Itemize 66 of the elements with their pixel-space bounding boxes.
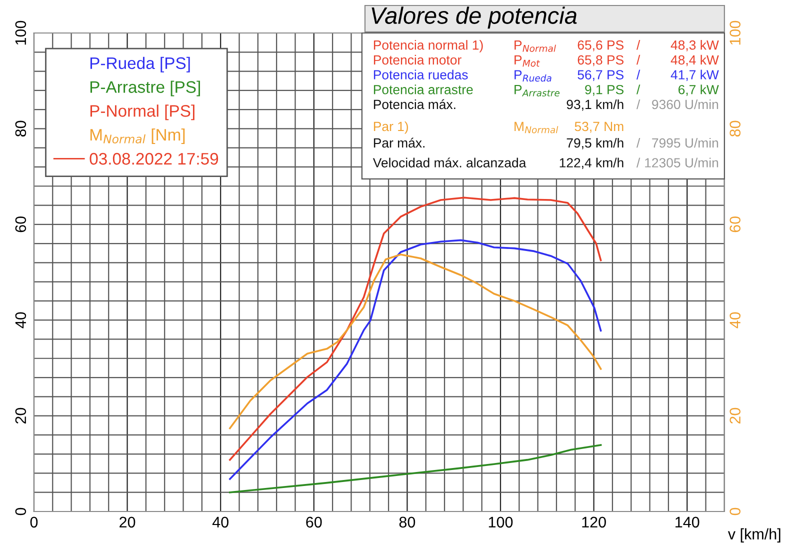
y2-tick-label: 80 — [730, 120, 741, 137]
annotation: Potencia arrastre — [374, 84, 473, 94]
y-tick-label: 40 — [15, 312, 26, 328]
annotation: 53,7 Nm — [574, 122, 624, 133]
annotation: 65,8 PS — [578, 55, 624, 66]
annotation: P$_{Mot}$ — [514, 55, 540, 67]
annotation: 65,6 PS — [578, 40, 624, 52]
y-tick-label: 20 — [15, 408, 26, 424]
annotation: 79,5 km/h — [566, 138, 624, 150]
x-tick-label: 20 — [120, 516, 136, 528]
annotation: 93,1 km/h — [566, 99, 624, 111]
text: P-Rueda [PS] — [90, 56, 190, 72]
text: M$_{Normal}$ [Nm] — [90, 128, 185, 144]
annotation: Velocidad máx. alcanzada — [372, 158, 526, 168]
y2-tick-label: 20 — [730, 408, 741, 424]
annotation: / — [636, 40, 640, 50]
annotation: / — [636, 99, 640, 110]
annotation: Par 1) — [374, 121, 408, 134]
chart-title: Valores de potencia — [372, 6, 577, 29]
line-series — [229, 444, 602, 494]
legend-title: 03.08.2022 17:59 — [90, 152, 218, 165]
annotation: Potencia ruedas — [374, 70, 468, 80]
y-tick-label: 60 — [15, 216, 26, 232]
x-tick-label: 140 — [676, 516, 700, 528]
annotation: 56,7 PS — [578, 70, 624, 81]
annotation: 12305 U/min — [645, 158, 718, 168]
line-series — [229, 254, 602, 430]
annotation: / — [636, 138, 640, 148]
text: P-Arrastre [PS] — [90, 80, 200, 96]
text: P-Normal [PS] — [90, 104, 194, 120]
annotation: / — [636, 70, 640, 80]
annotation: 9360 U/min — [652, 99, 718, 110]
annotation: / — [636, 158, 640, 168]
annotation: M$_{Normal}$ — [514, 122, 558, 134]
annotation: Par máx. — [374, 138, 424, 148]
x-tick-label: 80 — [399, 516, 416, 528]
line-series — [229, 196, 602, 461]
x-tick-label: 100 — [488, 516, 513, 528]
annotation: P$_{Rueda}$ — [514, 70, 552, 82]
line-series — [229, 239, 602, 480]
y-tick-label: 100 — [15, 20, 26, 45]
x-tick-label: 120 — [582, 516, 606, 528]
annotation: 48,3 kW — [670, 40, 719, 52]
annotation: Potencia normal 1) — [374, 40, 483, 52]
annotation: / — [636, 84, 640, 94]
y2-tick-label: 60 — [730, 216, 741, 232]
x-axis-title: v [km/h] — [728, 528, 780, 542]
x-tick-label: 0 — [30, 516, 38, 528]
annotation: Potencia motor — [374, 54, 462, 65]
annotation: 41,7 kW — [670, 70, 719, 81]
annotation: 48,4 kW — [670, 54, 719, 66]
annotation: P$_{Arrastre}$ — [514, 85, 560, 96]
annotation: P$_{Normal}$ — [514, 40, 556, 52]
y2-tick-label: 100 — [730, 20, 741, 45]
x-tick-label: 60 — [306, 516, 322, 528]
annotation: 9,1 PS — [585, 84, 624, 96]
annotation: 6,7 kW — [678, 84, 719, 96]
annotation: 7995 U/min — [652, 138, 718, 148]
annotation: 122,4 km/h — [560, 158, 624, 169]
annotation: Potencia máx. — [374, 99, 456, 110]
y2-tick-label: 40 — [730, 312, 741, 328]
y-tick-label: 0 — [15, 508, 26, 516]
x-tick-label: 40 — [212, 516, 228, 528]
annotation: / — [636, 54, 640, 65]
y2-tick-label: 0 — [730, 508, 741, 516]
y-tick-label: 80 — [15, 120, 26, 137]
